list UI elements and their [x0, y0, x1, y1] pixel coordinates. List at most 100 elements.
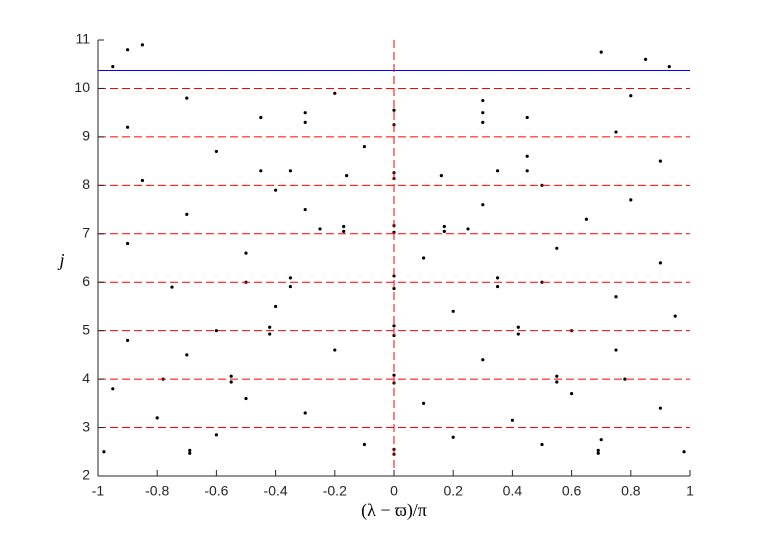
point — [422, 256, 426, 260]
point — [555, 246, 559, 250]
point — [140, 43, 144, 47]
point — [362, 144, 366, 149]
point — [570, 392, 574, 396]
point — [362, 442, 366, 447]
point — [185, 96, 189, 100]
point — [185, 212, 189, 216]
point — [596, 448, 600, 452]
point — [540, 442, 544, 447]
point — [244, 251, 248, 255]
point — [274, 304, 278, 309]
point — [392, 373, 396, 377]
point — [342, 229, 346, 233]
point — [496, 169, 500, 173]
point — [214, 149, 218, 154]
point — [614, 348, 618, 352]
y-axis-label: j — [57, 250, 64, 270]
point — [496, 276, 500, 280]
y-tick-label: 9 — [82, 128, 90, 144]
point — [422, 401, 426, 405]
point — [303, 120, 307, 124]
point — [303, 111, 307, 115]
point — [259, 169, 263, 173]
point — [481, 98, 485, 103]
point — [392, 324, 396, 328]
point — [496, 284, 500, 289]
point — [268, 332, 272, 336]
x-tick-label: 0 — [390, 483, 398, 499]
point — [481, 203, 485, 207]
point — [188, 448, 192, 452]
point — [155, 416, 159, 420]
point — [288, 276, 292, 280]
point — [451, 435, 455, 439]
point — [214, 433, 218, 437]
point — [333, 348, 337, 352]
y-tick-label: 8 — [82, 176, 90, 192]
point — [126, 241, 130, 246]
x-tick-label: -0.8 — [145, 483, 169, 499]
y-tick-label: 4 — [82, 370, 90, 386]
point — [111, 387, 115, 391]
point — [614, 295, 618, 299]
point — [516, 325, 520, 329]
x-tick-label: -0.6 — [204, 483, 228, 499]
point — [658, 159, 663, 163]
point — [667, 65, 671, 69]
point — [126, 125, 130, 129]
y-tick-label: 2 — [82, 467, 90, 483]
y-tick-label: 10 — [74, 79, 90, 95]
x-tick-label: 0.2 — [443, 483, 463, 499]
point — [342, 224, 346, 229]
point — [126, 48, 130, 52]
point — [623, 377, 627, 381]
point — [658, 406, 663, 410]
point — [303, 411, 307, 415]
x-tick-label: 0.8 — [621, 483, 641, 499]
x-tick-label: 1 — [686, 483, 694, 499]
x-tick-label: 0.6 — [562, 483, 582, 499]
point — [644, 57, 648, 61]
point — [442, 224, 446, 229]
point — [525, 169, 529, 173]
point — [229, 374, 233, 378]
x-tick-label: -0.4 — [264, 483, 288, 499]
y-tick-label: 7 — [82, 224, 90, 240]
point — [442, 229, 446, 233]
point — [392, 108, 396, 112]
point — [599, 50, 603, 54]
point — [303, 207, 307, 212]
point — [614, 130, 618, 134]
y-tick-label: 3 — [82, 418, 90, 434]
point — [555, 374, 559, 378]
point — [288, 169, 292, 173]
x-tick-label: 0.4 — [503, 483, 523, 499]
x-tick-label: -1 — [92, 483, 105, 499]
x-tick-label: -0.2 — [323, 483, 347, 499]
point — [584, 217, 589, 221]
point — [481, 120, 485, 124]
point — [392, 286, 396, 291]
point — [466, 227, 470, 231]
point — [599, 438, 603, 442]
point — [596, 451, 600, 455]
y-tick-label: 6 — [82, 273, 90, 289]
point — [185, 353, 189, 357]
point — [439, 174, 443, 178]
point — [244, 396, 248, 401]
point — [673, 314, 677, 318]
y-tick-label: 11 — [75, 31, 90, 47]
point — [481, 358, 485, 362]
point — [288, 284, 292, 289]
point — [525, 154, 529, 158]
point — [274, 188, 278, 192]
point — [451, 309, 455, 313]
y-tick-label: 5 — [82, 321, 90, 337]
point — [214, 329, 218, 333]
point — [268, 325, 272, 329]
point — [555, 380, 559, 384]
point — [516, 332, 520, 336]
point — [629, 198, 633, 202]
point — [318, 227, 322, 231]
